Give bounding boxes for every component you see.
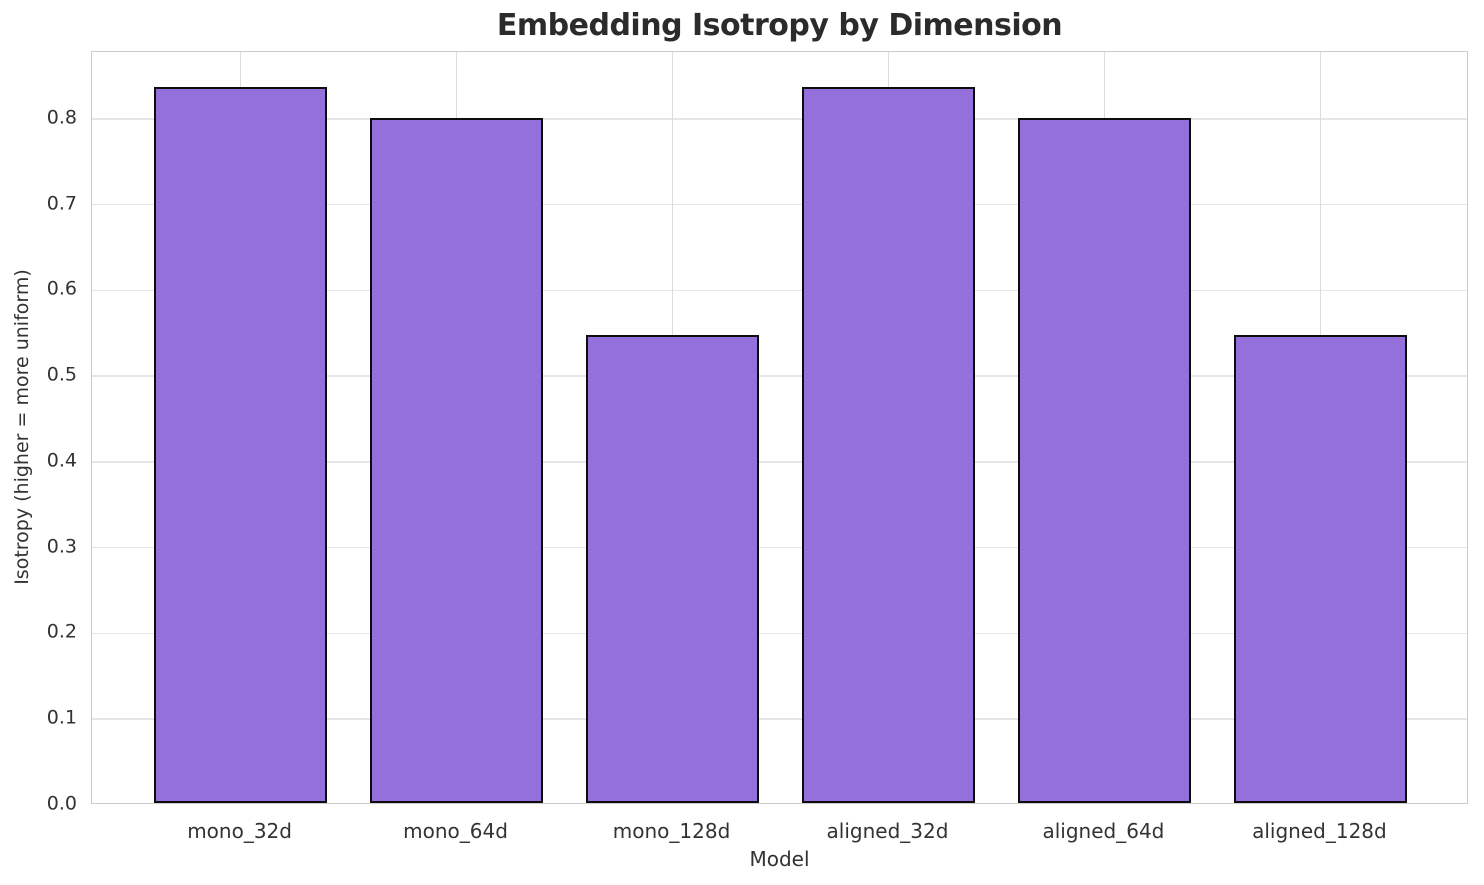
plot-area	[91, 51, 1468, 804]
y-tick-label-0.3: 0.3	[46, 535, 77, 558]
y-gridline-0.1	[92, 718, 1467, 720]
y-gridline-0.3	[92, 546, 1467, 549]
y-gridline-0.7	[92, 203, 1467, 206]
bar-mono_32d	[154, 86, 327, 803]
bar-aligned_128d	[1234, 334, 1407, 803]
y-tick-label-0.2: 0.2	[46, 620, 77, 643]
y-tick-label-0.8: 0.8	[46, 106, 77, 129]
x-tick-label-mono_128d: mono_128d	[612, 819, 731, 843]
x-tick-label-mono_64d: mono_64d	[403, 819, 508, 843]
x-tick-label-aligned_32d: aligned_32d	[826, 819, 949, 843]
bar-mono_64d	[370, 117, 543, 803]
y-tick-label-0.6: 0.6	[46, 277, 77, 300]
y-gridline-0.4	[92, 461, 1467, 463]
x-axis-label: Model	[749, 847, 810, 871]
chart-title: Embedding Isotropy by Dimension	[496, 8, 1063, 43]
y-tick-label-0.5: 0.5	[46, 363, 77, 386]
y-gridline-0.2	[92, 632, 1467, 635]
y-gridline-0.8	[92, 118, 1467, 120]
y-tick-label-0.7: 0.7	[46, 192, 77, 215]
bar-aligned_32d	[802, 86, 975, 803]
y-tick-label-0.1: 0.1	[46, 706, 77, 729]
y-gridline-0.6	[92, 289, 1467, 292]
x-tick-label-aligned_64d: aligned_64d	[1042, 819, 1165, 843]
y-gridline-0.5	[92, 375, 1467, 377]
y-tick-label-0.0: 0.0	[46, 792, 77, 815]
bar-aligned_64d	[1018, 117, 1191, 803]
x-tick-label-mono_32d: mono_32d	[187, 819, 292, 843]
x-tick-label-aligned_128d: aligned_128d	[1252, 819, 1387, 843]
bar-mono_128d	[586, 334, 759, 803]
y-tick-label-0.4: 0.4	[46, 449, 77, 472]
